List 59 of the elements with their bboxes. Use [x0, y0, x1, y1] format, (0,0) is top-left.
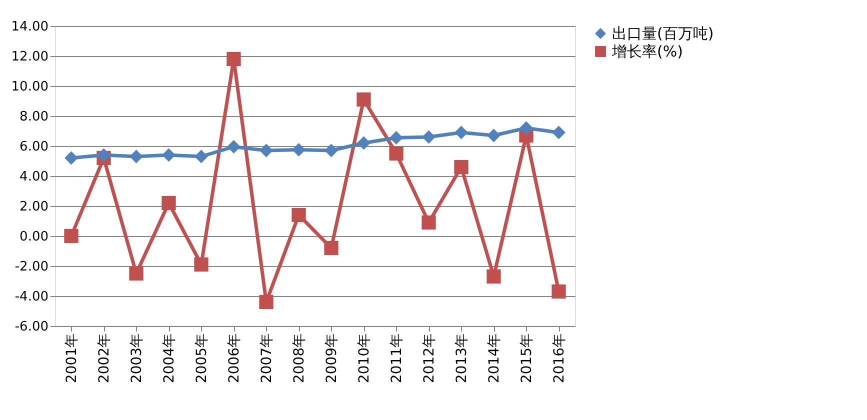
- y-tick-label: 12.00: [11, 50, 48, 64]
- y-tick-label: 4.00: [20, 170, 48, 184]
- x-tick-label: 2005年: [194, 334, 210, 384]
- point: [324, 240, 338, 256]
- y-tick-label: 8.00: [20, 110, 48, 124]
- point: [227, 140, 240, 154]
- x-tick-label: 2016年: [551, 334, 568, 384]
- point: [162, 148, 176, 162]
- point: [292, 143, 306, 156]
- x-tick-label: 2009年: [324, 334, 340, 384]
- x-tick-label: 2001年: [64, 334, 80, 384]
- point: [97, 148, 110, 162]
- point: [194, 257, 208, 272]
- point: [390, 131, 403, 144]
- y-tick-label: 10.00: [11, 80, 48, 94]
- y-tick-label: 0.00: [20, 230, 48, 244]
- point: [356, 92, 371, 107]
- point: [454, 126, 468, 140]
- point: [389, 146, 404, 161]
- point: [64, 228, 78, 244]
- legend-label: 出口量(百万吨): [612, 24, 714, 42]
- point: [130, 150, 143, 164]
- x-tick-label: 2002年: [96, 334, 112, 384]
- point: [226, 52, 241, 66]
- y-tick-label: -6.00: [14, 320, 48, 334]
- point: [260, 144, 273, 158]
- point: [422, 215, 436, 230]
- point: [487, 128, 500, 142]
- x-tick-label: 2004年: [161, 334, 178, 384]
- point: [552, 126, 566, 140]
- y-tick-label: 14.00: [11, 20, 48, 34]
- x-tick-label: 2015年: [518, 334, 535, 384]
- legend-label: 增长率(%): [611, 42, 683, 60]
- x-tick-label: 2006年: [226, 334, 242, 384]
- point: [454, 160, 468, 174]
- x-tick-label: 2010年: [356, 334, 372, 384]
- y-tick-label: -4.00: [14, 290, 48, 304]
- point: [552, 284, 566, 299]
- x-tick-label: 2007年: [258, 334, 275, 384]
- point: [259, 294, 274, 310]
- y-tick-label: 2.00: [20, 200, 48, 214]
- point: [292, 208, 306, 222]
- point: [520, 121, 533, 135]
- x-tick-label: 2014年: [486, 334, 502, 384]
- point: [486, 269, 501, 284]
- point: [357, 136, 370, 150]
- x-tick-label: 2008年: [291, 334, 308, 384]
- y-tick-label: -2.00: [14, 260, 48, 274]
- x-tick-label: 2013年: [454, 334, 470, 384]
- point: [64, 151, 78, 165]
- point: [324, 144, 338, 158]
- point: [194, 150, 208, 164]
- point: [162, 196, 176, 210]
- point: [129, 266, 144, 281]
- x-tick-label: 2011年: [388, 334, 405, 384]
- x-tick-label: 2012年: [421, 334, 438, 384]
- x-tick-label: 2003年: [128, 334, 145, 384]
- y-tick-label: 6.00: [20, 140, 48, 154]
- point: [422, 130, 436, 144]
